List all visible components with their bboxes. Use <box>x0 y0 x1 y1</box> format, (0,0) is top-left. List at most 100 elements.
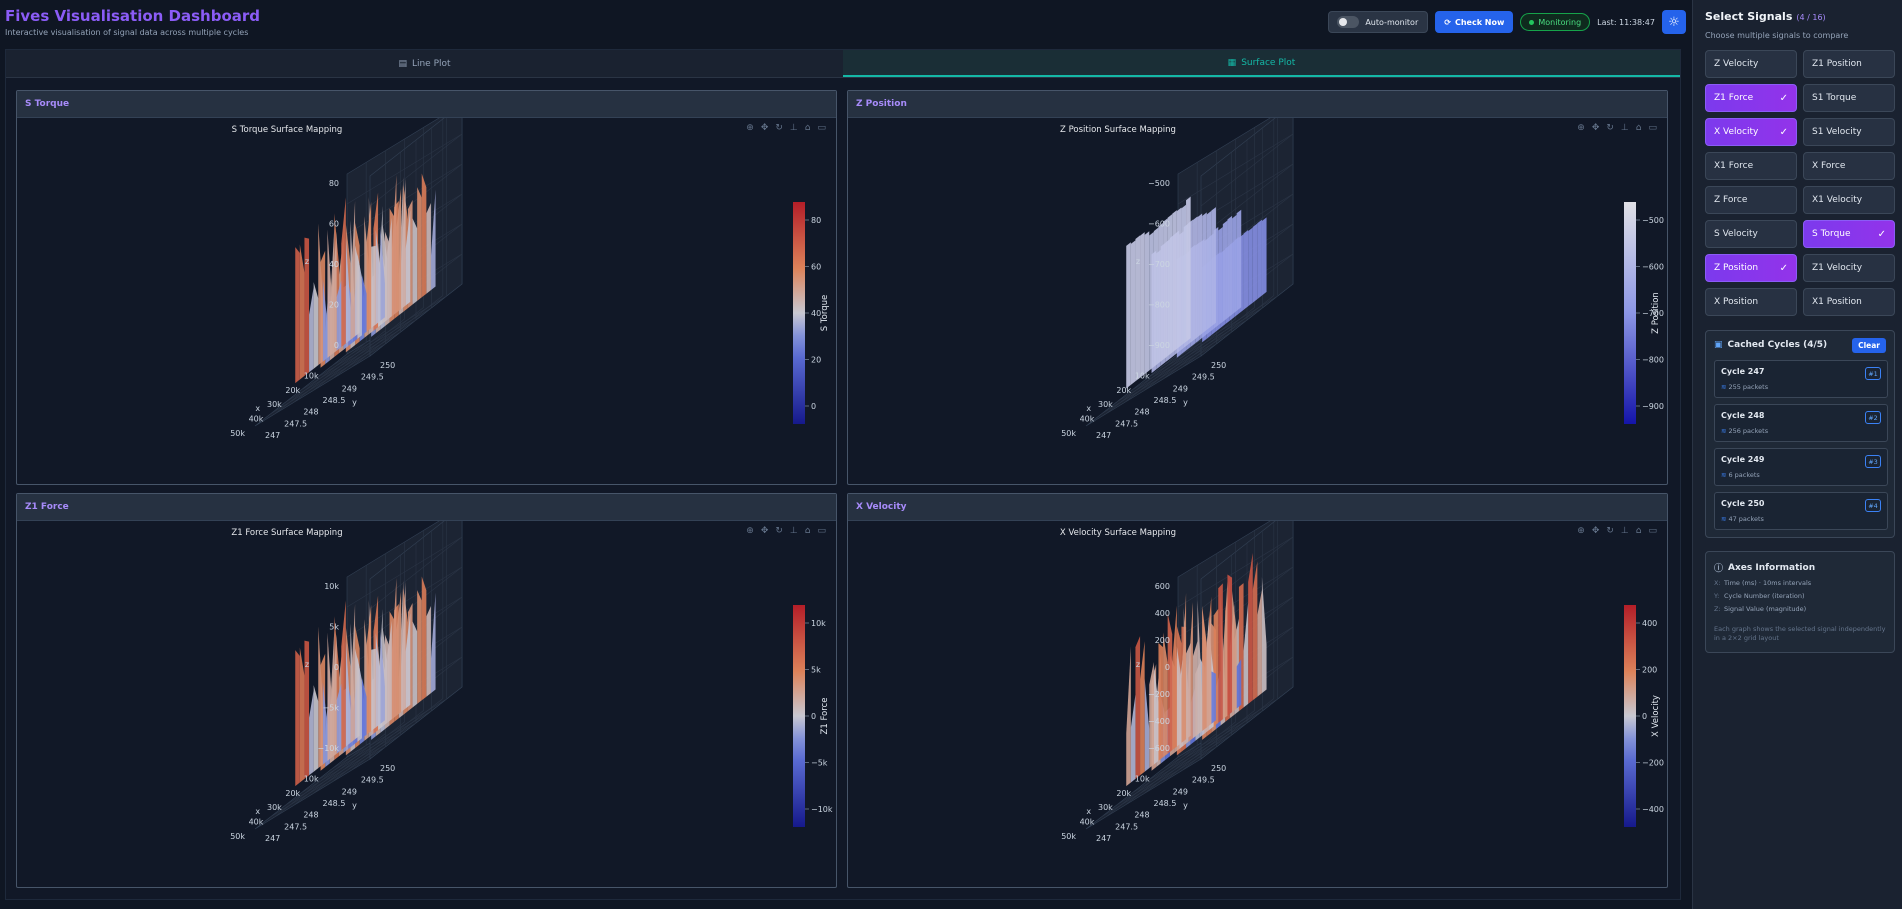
camera-icon[interactable]: ▭ <box>1648 526 1657 536</box>
surface-ribbon-segment <box>371 245 376 329</box>
tab-surface-plot[interactable]: ▦ Surface Plot <box>843 50 1680 77</box>
checkmark-icon: ✓ <box>1779 126 1788 138</box>
cycle-card[interactable]: Cycle 250 ≋ 47 packets #4 <box>1714 492 1888 530</box>
surface-ribbon-segment <box>304 640 310 779</box>
pan-icon[interactable]: ✥ <box>760 123 769 133</box>
signal-button-z1-velocity[interactable]: Z1 Velocity <box>1803 254 1895 282</box>
plot-modebar: ⊕ ✥ ↻ ⊥ ⌂ ▭ <box>746 526 826 536</box>
axis-key: Z: <box>1714 605 1721 613</box>
zoom-icon[interactable]: ⊕ <box>1577 526 1585 536</box>
turntable-icon[interactable]: ⊥ <box>789 123 798 133</box>
signal-label: S1 Torque <box>1812 93 1857 103</box>
colorbar-tick-label: −600 <box>1642 263 1664 272</box>
surface-ribbon-segment <box>1218 583 1223 723</box>
signal-button-x-position[interactable]: X Position <box>1705 288 1797 316</box>
signal-button-x-force[interactable]: X Force <box>1803 152 1895 180</box>
signal-button-z1-force[interactable]: Z1 Force ✓ <box>1705 84 1797 112</box>
signal-button-s-torque[interactable]: S Torque ✓ <box>1803 220 1895 248</box>
cycle-packets: ≋ 6 packets <box>1721 471 1760 479</box>
signal-button-x1-velocity[interactable]: X1 Velocity <box>1803 186 1895 214</box>
axis-info-row-x: X: Time (ms) · 10ms intervals <box>1714 579 1811 587</box>
signal-button-s1-velocity[interactable]: S1 Velocity <box>1803 118 1895 146</box>
surface-mesh[interactable] <box>295 173 436 384</box>
signal-button-x1-force[interactable]: X1 Force <box>1705 152 1797 180</box>
home-icon[interactable]: ⌂ <box>1635 123 1642 133</box>
y-tick-label: 248 <box>303 811 318 820</box>
surface-mesh[interactable] <box>1126 553 1267 787</box>
clear-cache-button[interactable]: Clear <box>1852 338 1886 353</box>
check-now-button[interactable]: ⟳ Check Now <box>1435 11 1514 33</box>
colorbar-label: S Torque <box>820 295 830 331</box>
pan-icon[interactable]: ✥ <box>1591 123 1600 133</box>
turntable-icon[interactable]: ⊥ <box>1620 123 1629 133</box>
colorbar <box>1624 202 1636 424</box>
zoom-icon[interactable]: ⊕ <box>746 123 754 133</box>
cycle-card[interactable]: Cycle 247 ≋ 255 packets #1 <box>1714 360 1888 398</box>
colorbar-tick-label: −800 <box>1642 356 1664 365</box>
surface-ribbon-segment <box>1153 665 1159 765</box>
camera-icon[interactable]: ▭ <box>817 526 826 536</box>
surface-mesh[interactable] <box>1126 196 1267 389</box>
orbit-icon[interactable]: ↻ <box>1606 526 1614 536</box>
signal-button-z-force[interactable]: Z Force <box>1705 186 1797 214</box>
theme-toggle-button[interactable]: ☼ <box>1662 10 1686 34</box>
colorbar-tick-label: 0 <box>1642 712 1647 721</box>
signal-button-s-velocity[interactable]: S Velocity <box>1705 220 1797 248</box>
surface-ribbon-segment <box>1222 220 1228 322</box>
pan-icon[interactable]: ✥ <box>760 526 769 536</box>
surface-ribbon-segment <box>1158 222 1164 364</box>
plot-title-text: S Torque Surface Mapping <box>231 125 343 135</box>
y-tick-label: 247 <box>265 431 280 440</box>
signal-button-x1-position[interactable]: X1 Position <box>1803 288 1895 316</box>
surface-mesh[interactable] <box>295 576 436 787</box>
home-icon[interactable]: ⌂ <box>804 526 811 536</box>
plot-area[interactable]: −500 −600 −700 −800 −900 10k 20k 30k 40k 50k 250 24… <box>848 118 1667 484</box>
surface-ribbon-segment <box>1144 231 1150 375</box>
orbit-icon[interactable]: ↻ <box>775 526 783 536</box>
plot-area[interactable]: 10k 5k 0 −5k −10k 10k 20k 30k 40k 50k 250 249.5 249 2… <box>17 521 836 887</box>
packet-count: 255 packets <box>1728 383 1769 391</box>
app-subtitle: Interactive visualisation of signal data… <box>5 28 249 37</box>
auto-monitor-toggle[interactable]: Auto-monitor <box>1328 11 1429 33</box>
plot-area[interactable]: 600 400 200 0 −200 −400 −600 10k 20k 30k 40k 50k 250… <box>848 521 1667 887</box>
signal-button-z1-position[interactable]: Z1 Position <box>1803 50 1895 78</box>
turntable-icon[interactable]: ⊥ <box>789 526 798 536</box>
home-icon[interactable]: ⌂ <box>804 123 811 133</box>
y-tick-label: 249.5 <box>1192 776 1215 785</box>
signal-button-z-velocity[interactable]: Z Velocity <box>1705 50 1797 78</box>
turntable-icon[interactable]: ⊥ <box>1620 526 1629 536</box>
orbit-icon[interactable]: ↻ <box>775 123 783 133</box>
orbit-icon[interactable]: ↻ <box>1606 123 1614 133</box>
zoom-icon[interactable]: ⊕ <box>1577 123 1585 133</box>
pan-icon[interactable]: ✥ <box>1591 526 1600 536</box>
zoom-icon[interactable]: ⊕ <box>746 526 754 536</box>
cycle-card[interactable]: Cycle 249 ≋ 6 packets #3 <box>1714 448 1888 486</box>
cycle-card[interactable]: Cycle 248 ≋ 256 packets #2 <box>1714 404 1888 442</box>
surface-ribbon-segment <box>1248 227 1253 307</box>
surface-ribbon-segment <box>1130 240 1136 385</box>
z-tick-label: 80 <box>329 179 339 188</box>
surface-ribbon-segment <box>1126 646 1131 787</box>
surface-ribbon-segment <box>1192 216 1198 341</box>
z-tick-label: 400 <box>1155 609 1170 618</box>
surface-ribbon-segment <box>375 632 381 728</box>
camera-icon[interactable]: ▭ <box>817 123 826 133</box>
toggle-switch-icon[interactable] <box>1337 16 1360 28</box>
camera-icon[interactable]: ▭ <box>1648 123 1657 133</box>
signal-button-s1-torque[interactable]: S1 Torque <box>1803 84 1895 112</box>
tab-line-plot[interactable]: ▤ Line Plot <box>6 50 843 77</box>
plot-area[interactable]: 80 60 40 20 0 10k 20k 30k 40k 50k 250 249.5 249 248.5… <box>17 118 836 484</box>
signal-label: X1 Force <box>1714 161 1754 171</box>
home-icon[interactable]: ⌂ <box>1635 526 1642 536</box>
surface-ribbon-segment <box>1261 217 1267 296</box>
signal-button-x-velocity[interactable]: X Velocity ✓ <box>1705 118 1797 146</box>
z-tick-label: −800 <box>1148 301 1170 310</box>
surface-ribbon-segment <box>391 174 397 317</box>
signal-button-z-position[interactable]: Z Position ✓ <box>1705 254 1797 282</box>
z-tick-label: 5k <box>329 623 339 632</box>
plot-title: X Velocity Surface Mapping <box>848 528 1668 538</box>
